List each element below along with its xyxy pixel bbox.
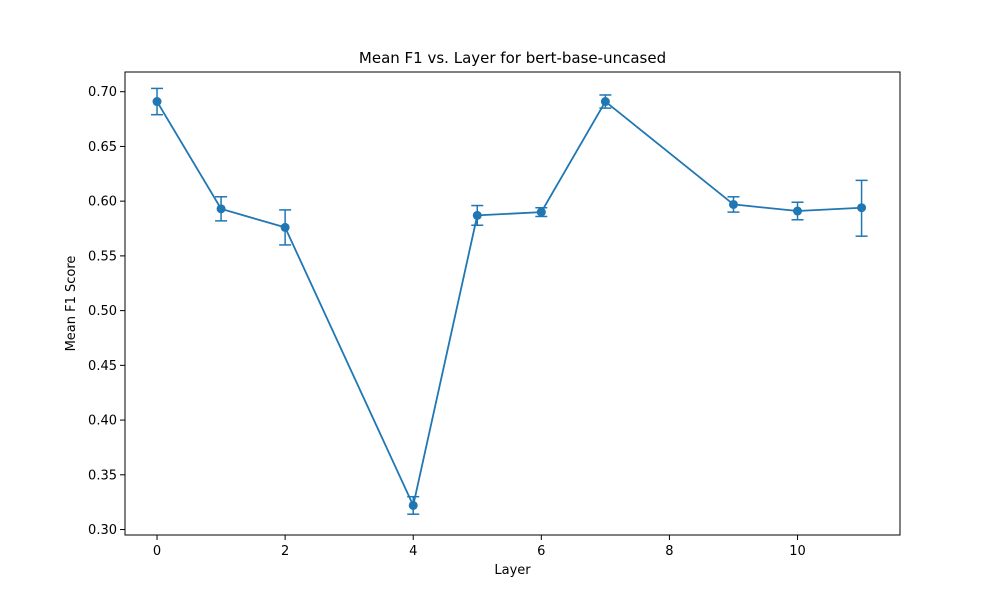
data-point — [408, 500, 418, 510]
data-point — [152, 97, 162, 107]
y-axis-ticks: 0.30 0.35 0.40 0.45 0.50 0.55 0.60 0.65 0.70 — [88, 85, 125, 538]
data-point — [216, 204, 226, 214]
y-axis-label: Mean F1 Score — [64, 256, 79, 352]
y-tick-label: 0.35 — [88, 468, 117, 483]
y-tick-label: 0.30 — [88, 523, 117, 538]
y-tick-label: 0.45 — [88, 359, 117, 374]
y-tick-label: 0.50 — [88, 304, 117, 319]
x-tick-label: 2 — [281, 544, 289, 559]
x-axis-label: Layer — [494, 563, 531, 578]
y-tick-label: 0.70 — [88, 85, 117, 100]
x-tick-label: 10 — [789, 544, 806, 559]
x-tick-label: 4 — [409, 544, 417, 559]
data-point — [280, 222, 290, 232]
x-tick-label: 0 — [153, 544, 161, 559]
y-tick-label: 0.60 — [88, 195, 117, 210]
data-point — [793, 206, 803, 216]
x-tick-label: 6 — [537, 544, 545, 559]
data-point — [536, 207, 546, 217]
series-line — [156, 100, 862, 509]
data-point — [472, 210, 482, 220]
y-tick-label: 0.55 — [88, 249, 117, 264]
y-tick-label: 0.65 — [88, 140, 117, 155]
x-axis-ticks: 0 2 4 6 8 10 — [153, 535, 806, 559]
data-point — [857, 203, 867, 213]
data-point — [728, 199, 738, 209]
x-tick-label: 8 — [665, 544, 673, 559]
y-tick-label: 0.40 — [88, 414, 117, 429]
chart-title: Mean F1 vs. Layer for bert-base-uncased — [359, 49, 666, 67]
plot-area — [125, 72, 900, 535]
plot-frame — [124, 71, 901, 536]
plot-layer — [151, 87, 868, 515]
data-point — [600, 97, 610, 107]
